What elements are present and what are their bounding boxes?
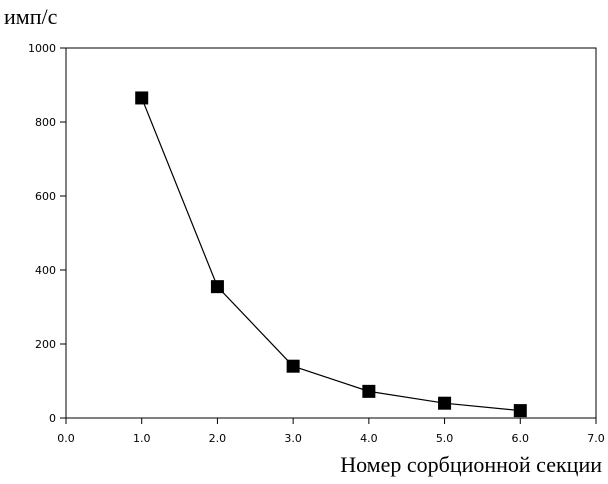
x-tick-label: 5.0 xyxy=(436,432,454,445)
x-tick-label: 1.0 xyxy=(133,432,151,445)
data-point-marker xyxy=(513,404,527,418)
x-tick-label: 0.0 xyxy=(57,432,75,445)
x-tick-label: 2.0 xyxy=(209,432,227,445)
data-point-marker xyxy=(362,384,376,398)
data-point-marker xyxy=(210,280,224,294)
x-tick-label: 4.0 xyxy=(360,432,378,445)
y-tick-label: 800 xyxy=(35,116,56,129)
y-tick-label: 0 xyxy=(49,412,56,425)
data-point-marker xyxy=(135,91,149,105)
y-axis-label: имп/с xyxy=(4,4,58,29)
y-tick-label: 200 xyxy=(35,338,56,351)
y-tick-label: 400 xyxy=(35,264,56,277)
x-tick-label: 7.0 xyxy=(587,432,605,445)
x-tick-label: 6.0 xyxy=(512,432,530,445)
data-point-marker xyxy=(286,359,300,373)
y-tick-label: 600 xyxy=(35,190,56,203)
y-tick-label: 1000 xyxy=(28,42,56,55)
x-tick-label: 3.0 xyxy=(284,432,302,445)
series-line xyxy=(141,97,521,412)
plot-frame xyxy=(65,47,597,419)
x-axis-label: Номер сорбционной секции xyxy=(340,452,602,477)
data-point-marker xyxy=(438,396,452,410)
